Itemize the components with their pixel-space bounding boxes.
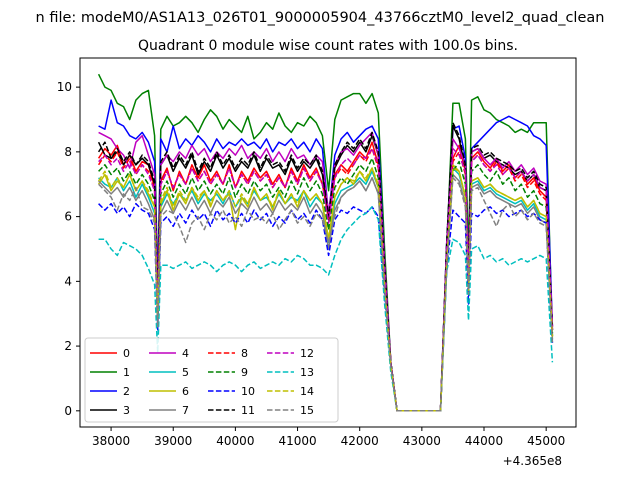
legend-label-8: 8 [241, 347, 248, 360]
legend-label-4: 4 [182, 347, 189, 360]
x-tick-label: 43000 [403, 434, 441, 448]
x-axis: 38000 39000 40000 41000 42000 43000 44000 45000 [92, 427, 565, 448]
legend-label-13: 13 [300, 366, 314, 379]
series-line-1 [97, 73, 554, 412]
legend-label-3: 3 [123, 404, 130, 417]
legend-label-5: 5 [182, 366, 189, 379]
series-line-11 [97, 121, 554, 412]
series-line-13 [98, 206, 554, 412]
legend-box [84, 337, 339, 423]
legend-label-14: 14 [300, 385, 314, 398]
legend-label-12: 12 [300, 347, 314, 360]
y-tick-label: 2 [64, 339, 72, 353]
legend-label-11: 11 [241, 404, 255, 417]
plot-frame [79, 57, 577, 428]
x-tick-label: 38000 [92, 434, 130, 448]
figure-suptitle: n file: modeM0/AS1A13_026T01_9000005904_… [36, 10, 605, 26]
y-tick-label: 10 [57, 80, 72, 94]
y-tick-label: 0 [64, 404, 72, 418]
series-lines [97, 73, 554, 412]
x-axis-offset-label: +4.365e8 [503, 454, 562, 468]
legend-label-10: 10 [241, 385, 255, 398]
x-tick-label: 40000 [216, 434, 254, 448]
legend-label-15: 15 [300, 404, 314, 417]
y-tick-label: 4 [64, 274, 72, 288]
y-tick-label: 8 [64, 145, 72, 159]
plot-area [97, 73, 554, 412]
y-axis: 0 2 4 6 8 10 [57, 80, 80, 418]
x-tick-label: 44000 [465, 434, 503, 448]
series-line-15 [98, 177, 554, 412]
x-tick-label: 45000 [527, 434, 565, 448]
series-line-9 [98, 157, 554, 412]
series-line-12 [98, 147, 554, 412]
chart-title: Quadrant 0 module wise count rates with … [138, 38, 518, 54]
legend-label-0: 0 [123, 347, 130, 360]
y-tick-label: 6 [64, 210, 72, 224]
legend-label-7: 7 [182, 404, 189, 417]
legend-label-1: 1 [123, 366, 130, 379]
x-tick-label: 42000 [341, 434, 379, 448]
x-tick-label: 41000 [278, 434, 316, 448]
legend-label-2: 2 [123, 385, 130, 398]
series-line-10 [98, 202, 554, 412]
series-line-14 [97, 167, 554, 412]
x-tick-label: 39000 [154, 434, 192, 448]
legend-label-9: 9 [241, 366, 248, 379]
legend-label-6: 6 [182, 385, 189, 398]
